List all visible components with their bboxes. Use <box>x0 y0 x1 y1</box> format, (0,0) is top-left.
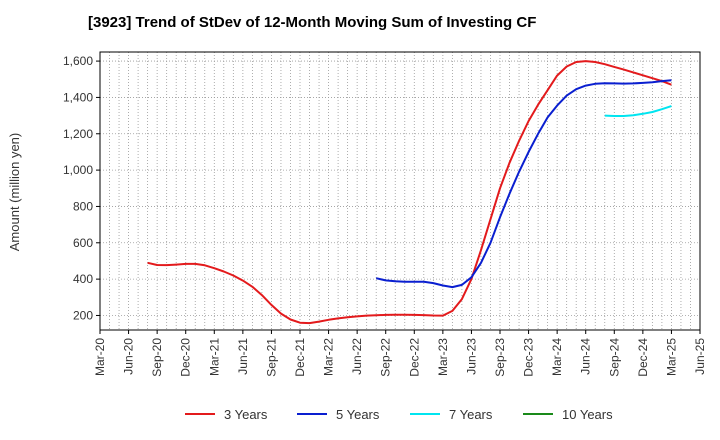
x-tick-label: Dec-22 <box>407 338 421 377</box>
x-tick-label: Mar-21 <box>207 338 221 376</box>
series-line-5-years <box>375 79 672 289</box>
series-lines <box>147 60 672 325</box>
x-tick-label: Dec-20 <box>179 338 193 377</box>
x-tick-label: Mar-20 <box>93 338 107 376</box>
x-tick-label: Sep-20 <box>150 338 164 377</box>
x-tick-label: Jun-25 <box>693 338 707 375</box>
y-tick-label: 1,200 <box>63 127 93 141</box>
x-tick-label: Sep-23 <box>493 338 507 377</box>
series-line-7-years <box>604 105 672 117</box>
x-tick-label: Dec-23 <box>522 338 536 377</box>
x-tick-label: Sep-24 <box>607 338 621 377</box>
x-tick-label: Jun-21 <box>236 338 250 375</box>
x-tick-label: Sep-21 <box>264 338 278 377</box>
y-tick-label: 1,000 <box>63 163 93 177</box>
legend: 3 Years 5 Years 7 Years 10 Years <box>185 407 613 422</box>
y-tick-label: 600 <box>73 236 93 250</box>
y-axis: 200 400 600 800 1,000 1,200 1,400 1,600 <box>63 54 100 322</box>
y-axis-label: Amount (million yen) <box>7 133 22 252</box>
y-tick-label: 800 <box>73 199 93 213</box>
plot-area <box>99 51 701 331</box>
x-tick-label: Jun-23 <box>464 338 478 375</box>
legend-label-5-years: 5 Years <box>336 407 380 422</box>
x-tick-label: Dec-24 <box>636 338 650 377</box>
x-tick-label: Jun-22 <box>350 338 364 375</box>
x-tick-label: Mar-22 <box>322 338 336 376</box>
grid <box>100 52 700 330</box>
y-tick-label: 1,600 <box>63 54 93 68</box>
legend-label-7-years: 7 Years <box>449 407 493 422</box>
x-tick-label: Jun-24 <box>579 338 593 375</box>
y-tick-label: 400 <box>73 272 93 286</box>
y-tick-label: 1,400 <box>63 90 93 104</box>
x-tick-label: Mar-23 <box>436 338 450 376</box>
legend-label-10-years: 10 Years <box>562 407 613 422</box>
x-tick-label: Mar-24 <box>550 338 564 376</box>
legend-label-3-years: 3 Years <box>224 407 268 422</box>
y-tick-label: 200 <box>73 308 93 322</box>
chart-title: [3923] Trend of StDev of 12-Month Moving… <box>88 14 536 31</box>
x-tick-label: Sep-22 <box>379 338 393 377</box>
x-tick-label: Jun-20 <box>122 338 136 375</box>
x-axis: Mar-20 Jun-20 Sep-20 Dec-20 Mar-21 Jun-21 Sep-… <box>93 330 707 377</box>
x-tick-label: Dec-21 <box>293 338 307 377</box>
series-line-3-years <box>147 60 672 325</box>
x-tick-label: Mar-25 <box>664 338 678 376</box>
